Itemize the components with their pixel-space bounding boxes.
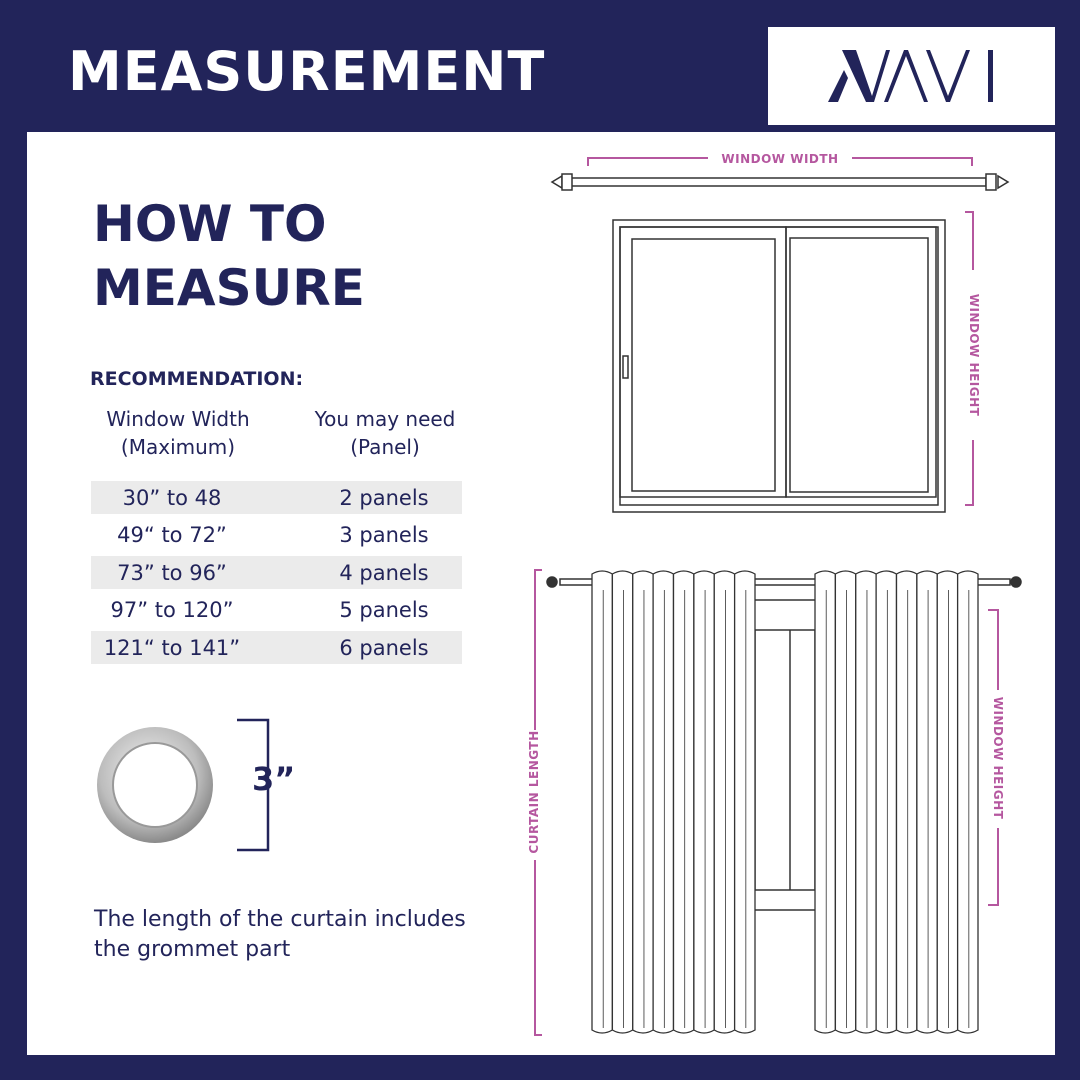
curtain-fold <box>855 570 877 1034</box>
grommet-ring-icon <box>97 727 213 843</box>
panels-cell: 6 panels <box>339 635 429 660</box>
panels-cell: 4 panels <box>339 560 429 585</box>
curtain-fold <box>591 570 614 1034</box>
window-icon <box>612 219 946 513</box>
window-width-line <box>587 157 973 166</box>
width-cell: 73” to 96” <box>117 560 227 585</box>
curtain-fold <box>916 570 938 1034</box>
width-cell: 30” to 48 <box>122 485 222 510</box>
curtain-fold <box>632 570 654 1034</box>
curtain-fold <box>733 570 756 1034</box>
note-text: The length of the curtain includes the g… <box>94 907 466 962</box>
brand-logo <box>768 27 1055 125</box>
curtain-length-line <box>534 569 542 1036</box>
navi-logo-icon <box>827 50 993 102</box>
page-title: HOW TO MEASURE <box>93 192 365 320</box>
curtain-rod-bottom <box>546 576 1022 588</box>
curtain-fold <box>693 570 715 1034</box>
panels-cell: 2 panels <box>339 485 429 510</box>
curtain-rod-top <box>550 173 1010 191</box>
curtain-fold <box>834 570 857 1034</box>
panels-cell: 5 panels <box>339 597 429 622</box>
panels-cell: 3 panels <box>339 522 429 547</box>
curtain-fold <box>895 570 918 1034</box>
curtain-length-label: CURTAIN LENGTH <box>527 730 541 853</box>
table-row: 97” to 120” 5 panels <box>91 593 462 626</box>
recommendation-label: RECOMMENDATION: <box>90 368 304 390</box>
title-line-1: HOW TO <box>93 195 327 253</box>
header-subtext: (Maximum) <box>120 435 236 459</box>
width-cell: 49“ to 72” <box>117 522 227 547</box>
table-row: 49“ to 72” 3 panels <box>91 518 462 551</box>
width-cell: 121“ to 141” <box>103 635 241 660</box>
table-row: 30” to 48 2 panels <box>91 481 462 514</box>
header-text: Window Width <box>106 407 250 431</box>
curtain-window-height-label: WINDOW HEIGHT <box>991 697 1005 820</box>
curtain-fold <box>936 570 959 1034</box>
header-text: You may need <box>314 407 456 431</box>
table-row: 121“ to 141” 6 panels <box>91 631 462 664</box>
curtain-fold <box>875 570 898 1034</box>
curtain-fold <box>956 570 979 1034</box>
table-header-panels: You may need (Panel) <box>300 405 470 461</box>
grommet-size: 3” <box>252 760 296 798</box>
title-line-2: MEASURE <box>93 259 365 317</box>
window-height-line <box>965 211 974 506</box>
table-header-width: Window Width (Maximum) <box>88 405 268 461</box>
curtain-fold <box>814 570 837 1034</box>
curtain-panels <box>591 570 979 1034</box>
width-cell: 97” to 120” <box>110 597 234 622</box>
header-subtext: (Panel) <box>350 435 420 459</box>
table-row: 73” to 96” 4 panels <box>91 556 462 589</box>
curtain-window-height-line <box>988 609 999 906</box>
curtain-fold <box>652 570 675 1034</box>
grommet-bracket <box>237 718 270 852</box>
window-height-label: WINDOW HEIGHT <box>967 294 981 417</box>
curtain-fold <box>672 570 695 1034</box>
window-width-label: WINDOW WIDTH <box>721 152 838 166</box>
curtain-fold <box>611 570 634 1034</box>
header-title: MEASUREMENT <box>68 40 546 103</box>
curtain-fold <box>713 570 736 1034</box>
